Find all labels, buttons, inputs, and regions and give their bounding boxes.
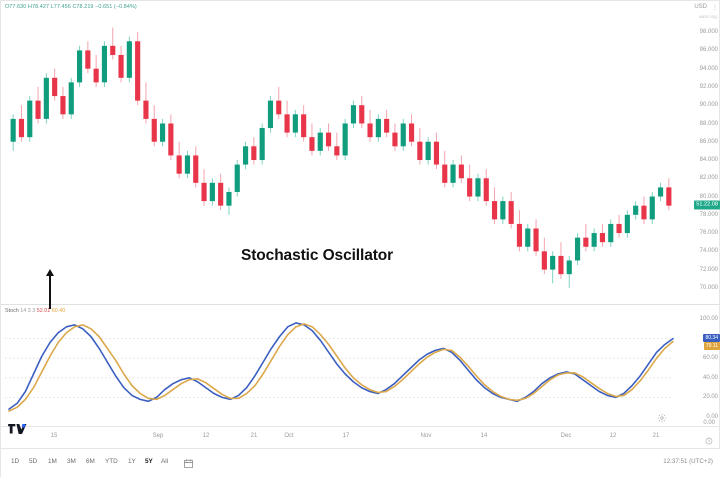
- timeframe-button-all[interactable]: All: [161, 458, 169, 465]
- timeframe-button-5y[interactable]: 5Y: [145, 458, 153, 465]
- timeframe-button-1m[interactable]: 1M: [48, 458, 57, 465]
- time-axis-tick: Dec: [560, 433, 572, 439]
- price-axis-tick: 78.000: [699, 211, 718, 218]
- time-axis-tick: 17: [342, 433, 350, 439]
- stochastic-axis-tick: 40.00: [702, 374, 718, 381]
- annotation-label: Stochastic Oscillator: [241, 247, 394, 264]
- timeframe-button-3m[interactable]: 3M: [67, 458, 76, 465]
- stochastic-axis-tick: 100.00: [699, 316, 718, 322]
- time-axis-tick: 21: [250, 433, 258, 439]
- stochastic-k-badge: 80.34: [703, 333, 720, 342]
- timeframe-button-1d[interactable]: 1D: [11, 458, 20, 465]
- time-axis-tick: Sep: [152, 433, 164, 439]
- stochastic-axis-tick: 20.00: [702, 394, 718, 401]
- clock-icon[interactable]: [705, 432, 713, 450]
- time-axis-tick: 21: [652, 433, 660, 439]
- current-price-badge: 51.22.08: [694, 200, 720, 210]
- price-axis-tick: 82.000: [699, 175, 718, 182]
- price-pane: O77.630 H78.427 L77.456 C78.219 −0.651 (…: [1, 1, 720, 304]
- price-axis-tick: 98.000: [699, 29, 718, 36]
- price-axis-tick: 92.000: [699, 83, 718, 90]
- price-axis-scale-mode[interactable]: auto log: [699, 14, 717, 19]
- timeframe-button-5d[interactable]: 5D: [29, 458, 38, 465]
- price-axis-tick: 94.000: [699, 65, 718, 72]
- clock-label: 12:37:51 (UTC+2): [663, 458, 713, 465]
- stochastic-plot[interactable]: [1, 305, 677, 427]
- price-axis-tick: 76.000: [699, 230, 718, 237]
- bottom-toolbar: 1D 5D 1M 3M 6M YTD 1Y 5Y All 12:37:51 (UTC+2): [1, 448, 720, 477]
- stochastic-d-badge: 79.11: [703, 341, 720, 350]
- price-axis-unit: USD: [694, 4, 707, 10]
- stochastic-legend-name: Stoch: [5, 308, 19, 314]
- stochastic-zero-label: 0.00: [703, 420, 715, 426]
- timeframe-button-ytd[interactable]: YTD: [105, 458, 118, 465]
- price-axis-tick: 88.000: [699, 120, 718, 127]
- price-axis-tick: 72.000: [699, 266, 718, 273]
- stochastic-legend-params: 14 3 3: [20, 308, 36, 314]
- stochastic-legend[interactable]: Stoch 14 3 3 52.01 60.40: [5, 308, 65, 314]
- candlestick-svg: [10, 27, 672, 288]
- stochastic-axis-tick: 60.00: [702, 355, 718, 362]
- stochastic-axis-tick: 0.00: [706, 414, 718, 420]
- candlestick-plot[interactable]: [1, 1, 677, 304]
- price-axis-tick: 70.000: [699, 284, 718, 291]
- stochastic-pane: Stoch 14 3 3 52.01 60.40 100.0080.0060.0…: [1, 304, 720, 426]
- price-axis-tick: 80.000: [699, 193, 718, 200]
- tradingview-logo[interactable]: [7, 421, 27, 437]
- price-axis[interactable]: USD ⋮ auto log 98.000 96.000 94.000 92.000 9…: [677, 1, 720, 304]
- annotation-group: Stochastic Oscillator: [241, 247, 393, 265]
- price-axis-tick: 96.000: [699, 47, 718, 54]
- timeframe-button-6m[interactable]: 6M: [86, 458, 95, 465]
- price-axis-tick: 90.000: [699, 102, 718, 109]
- calendar-icon[interactable]: [183, 456, 194, 474]
- gear-icon[interactable]: [657, 410, 667, 423]
- annotation-arrow-icon: [46, 269, 54, 309]
- time-axis-tick: Oct: [284, 433, 294, 439]
- axis-menu-icon[interactable]: ⋮: [712, 5, 718, 11]
- time-axis-tick: Nov: [420, 433, 432, 439]
- timeframe-button-1y[interactable]: 1Y: [128, 458, 136, 465]
- stochastic-legend-k-value: 52.01: [36, 308, 51, 314]
- price-axis-tick: 74.000: [699, 248, 718, 255]
- time-axis-tick: 14: [480, 433, 488, 439]
- time-axis-tick: 15: [50, 433, 58, 439]
- time-axis[interactable]: 15 Sep 12 21 Oct 17 Nov 14 Dec 12 21: [1, 426, 720, 448]
- time-axis-tick: 12: [202, 433, 210, 439]
- ohlc-legend: O77.630 H78.427 L77.456 C78.219 −0.651 (…: [5, 4, 137, 10]
- stochastic-svg: [5, 322, 674, 412]
- stochastic-legend-d-value: 60.40: [51, 308, 66, 314]
- time-axis-tick: 12: [609, 433, 617, 439]
- price-axis-tick: 86.000: [699, 138, 718, 145]
- price-axis-tick: 84.000: [699, 157, 718, 163]
